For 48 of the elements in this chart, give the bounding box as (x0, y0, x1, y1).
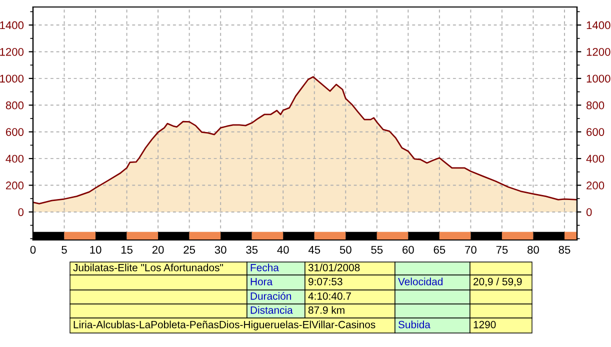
y2-tick-label: 800 (586, 101, 604, 110)
y-tick-label: 800 (6, 101, 24, 110)
y2-tick-label: 1200 (586, 48, 610, 56)
y-tick-label: 400 (6, 154, 24, 163)
x-tick-label: 70 (465, 246, 476, 254)
y2-tick-label: 0 (586, 208, 592, 216)
text: Distancia (250, 306, 293, 314)
text: Duración (250, 292, 292, 300)
y-tick-label: 600 (6, 128, 24, 136)
text: 1290 (474, 320, 496, 328)
x-tick-label: 10 (90, 246, 102, 254)
text: Hora (250, 278, 273, 286)
text: 87.9 km (308, 306, 344, 314)
text: Velocidad (398, 278, 443, 286)
y2-tick-label: 400 (586, 154, 604, 163)
text: Liria-Alcublas-LaPobleta-PeñasDios-Higueruelas-ElVillar-Casinos (74, 320, 376, 330)
x-tick-label: 50 (340, 246, 352, 254)
text: 31/01/2008 (308, 264, 360, 272)
x-tick-label: 35 (246, 246, 258, 254)
y-tick-label: 1000 (0, 74, 24, 83)
text: Jubilatas-Elite "Los Afortunados" (73, 264, 223, 272)
text: Fecha (250, 264, 279, 272)
x-tick-label: 25 (184, 246, 196, 254)
x-tick-label: 65 (434, 246, 446, 254)
text: 4:10:40.7 (308, 292, 351, 300)
x-tick-label: 55 (371, 246, 383, 254)
x-tick-label: 45 (308, 246, 320, 254)
x-tick-label: 5 (62, 246, 67, 254)
x-tick-label: 0 (30, 246, 36, 254)
x-tick-label: 15 (121, 246, 133, 254)
y-tick-label: 1200 (0, 48, 24, 56)
x-tick-label: 80 (528, 246, 539, 254)
y2-tick-label: 200 (586, 182, 604, 190)
y-tick-label: 1400 (0, 21, 24, 30)
text: Subida (398, 320, 430, 328)
text: 9:07:53 (308, 278, 342, 286)
x-tick-label: 40 (277, 246, 289, 254)
x-tick-label: 85 (558, 246, 570, 254)
y2-tick-label: 600 (586, 128, 604, 136)
y2-tick-label: 1000 (586, 74, 610, 83)
x-tick-label: 30 (214, 246, 226, 254)
text: 20,9 / 59,9 (474, 278, 522, 287)
x-tick-label: 75 (496, 246, 508, 254)
y-tick-label: 0 (18, 208, 24, 216)
x-tick-label: 20 (152, 246, 164, 254)
x-tick-label: 60 (402, 246, 414, 254)
y-tick-label: 200 (6, 182, 24, 190)
y2-tick-label: 1400 (586, 21, 610, 30)
